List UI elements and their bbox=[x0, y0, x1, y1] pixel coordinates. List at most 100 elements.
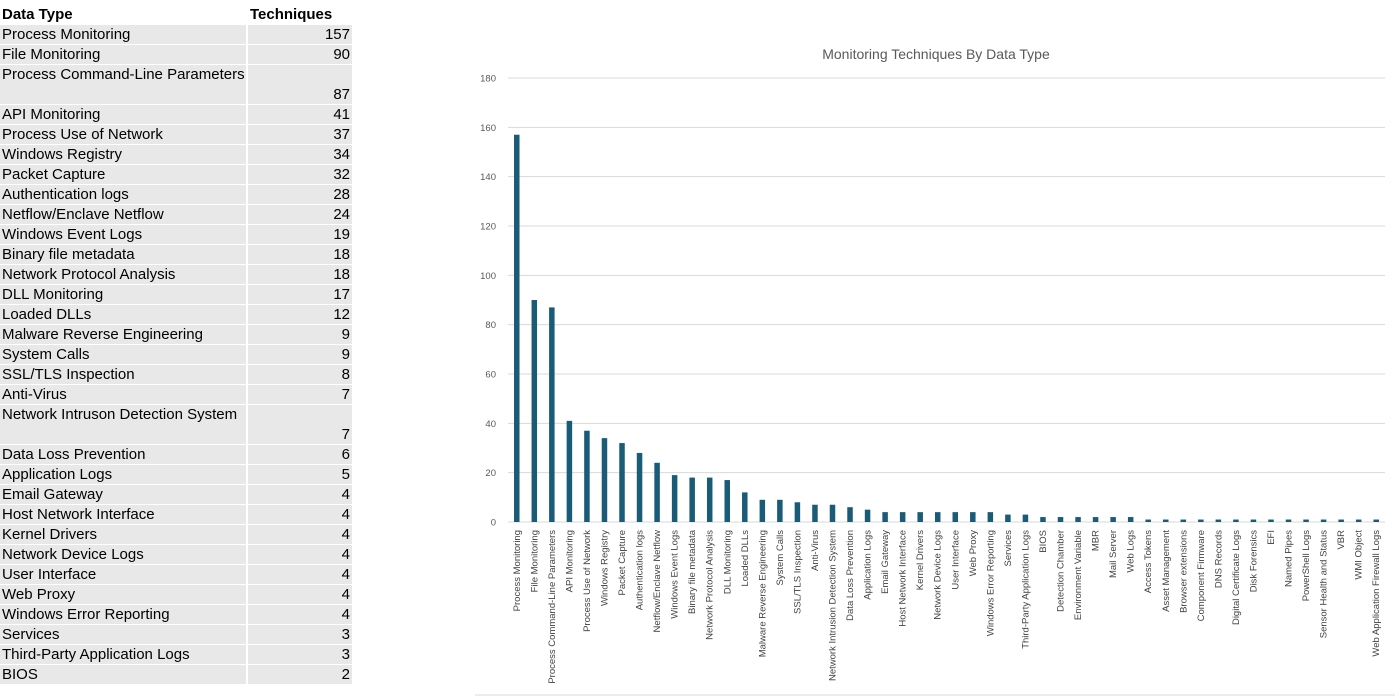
row-value: 3 bbox=[248, 645, 352, 664]
x-tick-label: Email Gateway bbox=[880, 530, 891, 594]
bar bbox=[759, 499, 766, 522]
table-row: Malware Reverse Engineering 9 bbox=[0, 325, 354, 345]
table-row: Netflow/Enclave Netflow 24 bbox=[0, 205, 354, 225]
row-label: DLL Monitoring bbox=[0, 285, 248, 304]
bar bbox=[1355, 519, 1362, 522]
x-tick-label: Process Monitoring bbox=[512, 530, 523, 611]
row-label: Process Command-Line Parameters bbox=[0, 65, 248, 104]
y-tick-label: 60 bbox=[485, 370, 496, 381]
row-value: 4 bbox=[248, 565, 352, 584]
header-data-type: Data Type bbox=[0, 5, 248, 24]
bar bbox=[1110, 517, 1116, 522]
bar bbox=[864, 509, 871, 522]
row-label: Process Use of Network bbox=[0, 125, 248, 144]
row-label: Email Gateway bbox=[0, 485, 248, 504]
bar bbox=[1127, 517, 1134, 522]
row-value: 24 bbox=[248, 205, 352, 224]
x-axis-labels: Process Monitoring File Monitoring Process… bbox=[512, 529, 1382, 683]
bar bbox=[1250, 519, 1257, 522]
table-row: Loaded DLLs 12 bbox=[0, 305, 354, 325]
bar bbox=[706, 477, 713, 522]
row-label: Web Proxy bbox=[0, 585, 248, 604]
bar bbox=[601, 438, 608, 522]
x-tick-label: Asset Management bbox=[1161, 530, 1172, 612]
bar bbox=[1092, 517, 1099, 522]
x-tick-label: Network Protocol Analysis bbox=[705, 530, 716, 640]
bar bbox=[636, 452, 643, 522]
row-value: 28 bbox=[248, 185, 352, 204]
table-row: Anti-Virus 7 bbox=[0, 385, 354, 405]
row-value: 5 bbox=[248, 465, 352, 484]
bar bbox=[1215, 519, 1222, 522]
table-row: Authentication logs 28 bbox=[0, 185, 354, 205]
row-label: Data Loss Prevention bbox=[0, 445, 248, 464]
x-tick-label: MBR bbox=[1091, 530, 1102, 551]
x-tick-label: Named Pipes bbox=[1284, 530, 1295, 587]
row-value: 6 bbox=[248, 445, 352, 464]
table-header: Data Type Techniques bbox=[0, 5, 354, 25]
bar bbox=[566, 420, 573, 522]
table-row: Third-Party Application Logs 3 bbox=[0, 645, 354, 665]
table-row: Network Protocol Analysis 18 bbox=[0, 265, 354, 285]
row-label: File Monitoring bbox=[0, 45, 248, 64]
row-value: 17 bbox=[248, 285, 352, 304]
bar bbox=[654, 462, 660, 522]
x-tick-label: Services bbox=[1003, 530, 1014, 567]
table-row: Network Intruson Detection System 7 bbox=[0, 405, 354, 445]
x-tick-label: Process Use of Network bbox=[582, 530, 593, 632]
bar bbox=[1285, 519, 1292, 522]
table-row: Host Network Interface 4 bbox=[0, 505, 354, 525]
x-tick-label: Windows Registry bbox=[599, 530, 610, 606]
x-tick-label: Anti-Virus bbox=[810, 530, 821, 571]
x-tick-label: Netflow/Enclave Netflow bbox=[652, 530, 663, 633]
table-row: Services 3 bbox=[0, 625, 354, 645]
row-value: 7 bbox=[248, 385, 352, 404]
bar bbox=[1145, 519, 1151, 522]
bar bbox=[584, 430, 590, 522]
x-tick-label: Malware Reverse Engineering bbox=[757, 530, 768, 657]
x-tick-label: Loaded DLLs bbox=[740, 530, 751, 587]
x-tick-label: Web Proxy bbox=[968, 530, 979, 577]
table-row: Email Gateway 4 bbox=[0, 485, 354, 505]
x-tick-label: System Calls bbox=[775, 530, 786, 586]
bar bbox=[1180, 519, 1187, 522]
x-tick-label: Packet Capture bbox=[617, 530, 628, 595]
x-tick-label: Kernel Drivers bbox=[915, 530, 926, 590]
bar bbox=[987, 512, 994, 522]
row-value: 8 bbox=[248, 365, 352, 384]
x-tick-label: User Interface bbox=[950, 530, 961, 590]
row-value: 3 bbox=[248, 625, 352, 644]
row-value: 2 bbox=[248, 665, 352, 684]
row-value: 9 bbox=[248, 325, 352, 344]
row-value: 4 bbox=[248, 505, 352, 524]
bar bbox=[1320, 519, 1327, 522]
x-tick-label: Detection Chamber bbox=[1056, 530, 1067, 612]
bar bbox=[1198, 519, 1204, 522]
table-row: Data Loss Prevention 6 bbox=[0, 445, 354, 465]
row-value: 37 bbox=[248, 125, 352, 144]
bar bbox=[549, 307, 555, 522]
x-tick-label: Mail Server bbox=[1108, 530, 1119, 578]
y-tick-label: 40 bbox=[485, 419, 496, 430]
x-tick-label: Host Network Interface bbox=[898, 530, 909, 627]
x-tick-label: Network Intrusion Detection System bbox=[827, 530, 838, 681]
bar bbox=[671, 475, 678, 522]
data-table: Data Type Techniques Process Monitoring 1… bbox=[0, 5, 354, 685]
table-row: Windows Error Reporting 4 bbox=[0, 605, 354, 625]
x-tick-label: PowerShell Logs bbox=[1301, 530, 1312, 602]
header-techniques: Techniques bbox=[248, 5, 352, 24]
table-row: Web Proxy 4 bbox=[0, 585, 354, 605]
x-tick-label: Disk Forensics bbox=[1248, 530, 1259, 593]
row-label: Network Protocol Analysis bbox=[0, 265, 248, 284]
bar bbox=[1373, 519, 1379, 522]
bar bbox=[917, 512, 923, 522]
y-axis-ticks: 0 20 40 60 80 100 120 140 160 180 bbox=[480, 74, 496, 529]
gridlines bbox=[508, 77, 1385, 523]
row-value: 18 bbox=[248, 245, 352, 264]
table-row: Process Command-Line Parameters 87 bbox=[0, 65, 354, 105]
bar bbox=[742, 492, 748, 522]
row-value: 12 bbox=[248, 305, 352, 324]
y-tick-label: 180 bbox=[480, 74, 496, 85]
x-tick-label: Binary file metadata bbox=[687, 529, 698, 614]
bar bbox=[794, 502, 801, 522]
